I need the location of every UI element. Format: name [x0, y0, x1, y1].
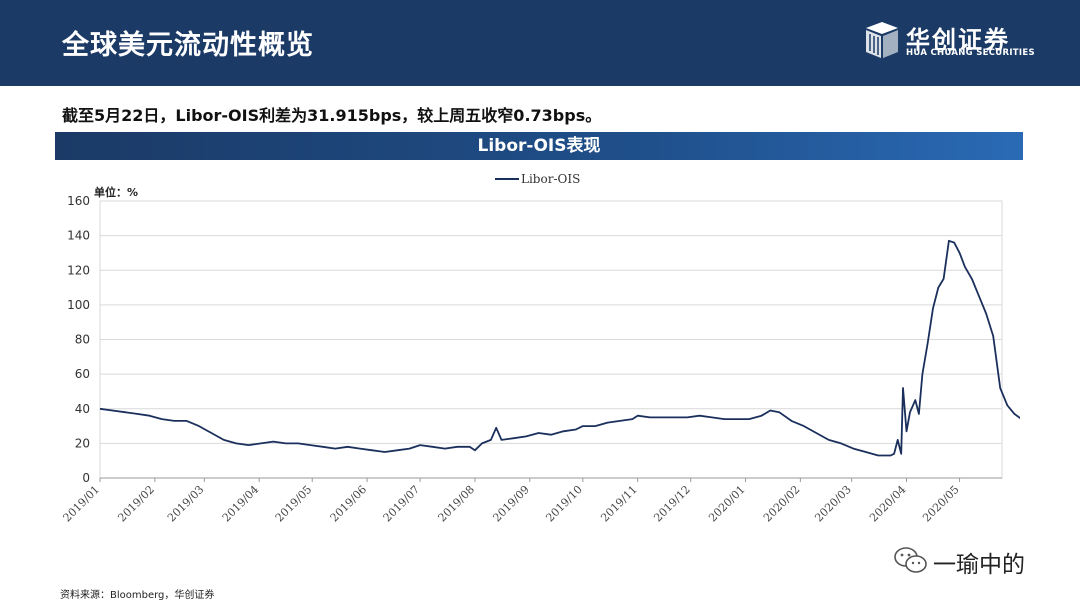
chart-title: Libor-OIS表现 [477, 136, 601, 156]
y-tick-label: 40 [75, 402, 90, 416]
x-tick-label: 2019/04 [220, 483, 262, 525]
x-tick-label: 2019/11 [598, 483, 640, 525]
source-note: 资料来源：Bloomberg，华创证券 [60, 590, 215, 601]
chart-title-bar: Libor-OIS表现 [55, 132, 1023, 160]
x-tick-label: 2020/04 [867, 483, 909, 525]
x-tick-label: 2019/07 [381, 483, 423, 525]
x-tick-label: 2019/08 [436, 483, 478, 525]
company-logo: 华创证券 HUA CHUANG SECURITIES [864, 20, 1035, 62]
summary-text: 截至5月22日，Libor-OIS利差为31.915bps，较上周五收窄0.73… [62, 106, 602, 125]
legend-label: Libor-OIS [521, 172, 580, 186]
watermark: 一瑜中的 [893, 545, 1063, 579]
x-tick-label: 2020/05 [920, 483, 962, 525]
logo-name-en: HUA CHUANG SECURITIES [906, 48, 1035, 58]
unit-label: 单位：% [94, 185, 138, 199]
x-tick-label: 2019/05 [273, 483, 315, 525]
page-title: 全球美元流动性概览 [62, 30, 314, 61]
x-tick-label: 2019/12 [651, 483, 693, 525]
line-chart: 0 20 40 60 80 100 120 140 160 2019/01 2019/02 2019/… [40, 165, 1038, 545]
logo-cube-icon [866, 22, 898, 58]
y-tick-label: 160 [67, 194, 90, 208]
x-tick-label: 2019/06 [328, 483, 370, 525]
wechat-icon [894, 547, 927, 573]
y-tick-label: 0 [82, 471, 90, 485]
x-tick-label: 2019/01 [61, 483, 103, 525]
x-tick-label: 2019/03 [165, 483, 207, 525]
y-tick-label: 140 [67, 229, 90, 243]
y-tick-label: 80 [75, 333, 90, 347]
x-tick-label: 2019/02 [115, 483, 157, 525]
y-tick-label: 20 [75, 436, 90, 450]
x-tick-label: 2019/09 [490, 483, 532, 525]
series-line-libor-ois [99, 239, 1038, 457]
x-tick-label: 2019/10 [543, 483, 585, 525]
x-tick-label: 2020/01 [706, 483, 748, 525]
y-tick-label: 60 [75, 367, 90, 381]
logo-name-cn: 华创证券 [906, 26, 1010, 54]
y-tick-label: 120 [67, 263, 90, 277]
y-tick-label: 100 [67, 298, 90, 312]
x-tick-label: 2020/02 [761, 483, 803, 525]
x-tick-label: 2020/03 [812, 483, 854, 525]
watermark-text: 一瑜中的 [933, 552, 1025, 578]
header-bar: 全球美元流动性概览 华创证券 HUA CHUANG SECURITIES [0, 0, 1080, 86]
